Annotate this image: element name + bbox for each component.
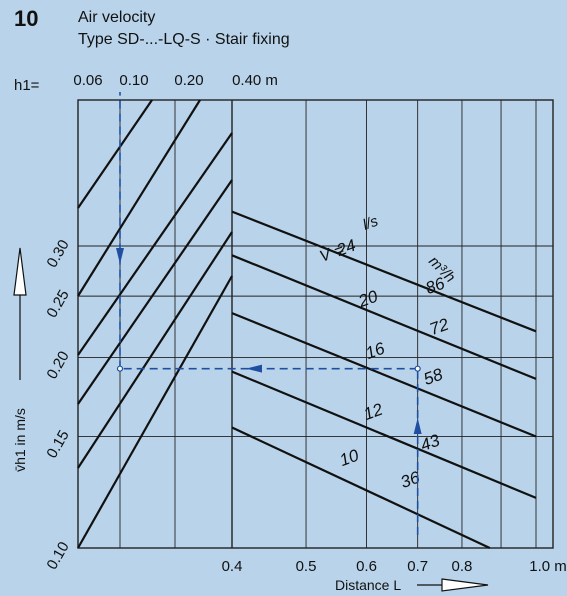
plot-frame (77, 99, 554, 549)
flow-series-line (231, 370, 537, 499)
example-arrow-left (246, 364, 262, 373)
x-tick-label: 0.7 (407, 558, 428, 575)
y-tick-label: 0.20 (43, 348, 72, 382)
flow-series-line (231, 210, 537, 333)
flow-series-line (231, 254, 537, 380)
x-tick-label: 0.6 (356, 558, 377, 575)
h1-diagonal-line (77, 179, 233, 405)
figure-number: 10 (14, 6, 39, 31)
top-axis-tick: 0.10 (119, 72, 148, 89)
x-axis-arrowhead (441, 578, 489, 592)
x-tick-label: 0.4 (222, 558, 243, 575)
flow-series-line (231, 426, 491, 549)
y-tick-label: 0.25 (43, 287, 72, 321)
x-tick-label: 1.0 m (529, 558, 567, 575)
flow-label-ls: 12 (361, 399, 386, 424)
h1-diagonal-line (77, 275, 233, 549)
x-tick-label: 0.5 (296, 558, 317, 575)
x-tick-label: 0.8 (452, 558, 473, 575)
h1-diagonal-line (77, 99, 201, 297)
top-axis-tick: 0.40 m (232, 72, 278, 89)
example-point (116, 365, 124, 372)
h1-diagonal-line (77, 99, 153, 209)
x-axis-label: Distance L (335, 577, 401, 593)
flow-label-m3h: 58 (421, 364, 446, 389)
y-axis-arrowhead (13, 247, 27, 296)
figure-subtitle: Type SD-...-LQ-S · Stair fixing (78, 31, 290, 48)
y-tick-label: 0.30 (43, 237, 72, 271)
y-tick-label: 0.10 (43, 539, 72, 573)
y-tick-label: 0.15 (43, 427, 72, 461)
flow-unit-ls: l/s (361, 212, 381, 233)
flow-label-m3h: 36 (398, 467, 423, 492)
example-point (414, 365, 421, 372)
h1-diagonal-line (77, 132, 233, 356)
flow-label-ls: 10 (337, 445, 362, 470)
example-arrow-down (116, 248, 124, 264)
y-axis-label: v̄h1 in m/s (12, 408, 28, 472)
top-axis-tick: 0.06 (73, 72, 102, 89)
example-arrow-up (413, 418, 422, 434)
flow-series-line (231, 312, 537, 438)
top-axis-label: h1= (14, 77, 40, 94)
top-axis-tick: 0.20 (174, 72, 203, 89)
figure-title: Air velocity (78, 9, 156, 26)
h1-diagonal-line (77, 231, 233, 469)
